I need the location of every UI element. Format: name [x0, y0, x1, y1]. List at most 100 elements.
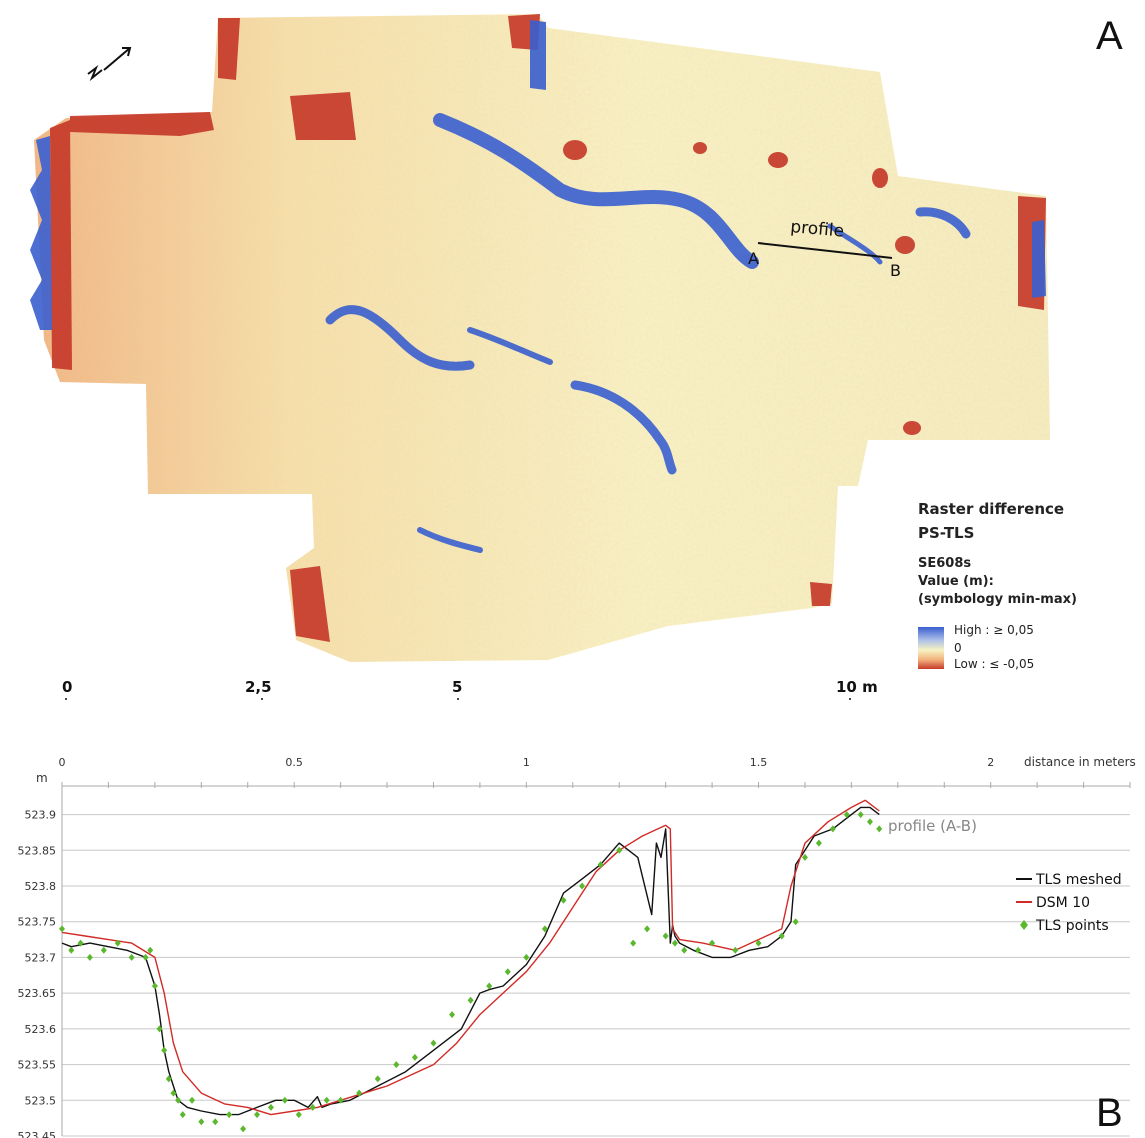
map-legend: Raster difference PS-TLS SE608s Value (m…	[918, 497, 1077, 671]
legend-symbology: (symbology min-max)	[918, 592, 1077, 607]
tls-point-marker	[226, 1111, 233, 1119]
tls-point-marker	[732, 946, 739, 954]
tls-point-marker	[857, 811, 864, 819]
y-tick-label: 523.8	[25, 880, 57, 893]
tls-point-marker	[356, 1089, 363, 1097]
panel-a-letter: A	[1096, 14, 1123, 58]
x-tick-label: 0	[59, 756, 66, 769]
y-tick-label: 523.7	[25, 951, 57, 964]
y-tick-label: 523.9	[25, 809, 57, 822]
tls-point-marker	[59, 925, 65, 933]
y-tick-label: 523.65	[18, 987, 57, 1000]
tls-point-marker	[267, 1103, 274, 1111]
dsm10-line	[61, 799, 880, 1116]
y-tick-label: 523.85	[18, 844, 57, 857]
tls-point-marker	[295, 1111, 302, 1119]
profile-start-label: A	[748, 249, 759, 268]
y-tick-label: 523.55	[18, 1059, 57, 1072]
y-axis-unit: m	[36, 771, 48, 785]
low-difference-areas	[50, 14, 1046, 642]
tls-point-marker	[170, 1089, 177, 1097]
legend-low: Low : ≤ -0,05	[954, 657, 1035, 671]
tls-point-marker	[630, 939, 637, 947]
tls-point-marker	[792, 918, 799, 926]
legend-value-label: Value (m):	[918, 574, 994, 589]
scale-label-5: 5	[452, 678, 462, 696]
tls-point-marker	[597, 861, 604, 869]
legend-layer: SE608s	[918, 556, 972, 571]
y-tick-label: 523.75	[18, 916, 57, 929]
legend-title-2: PS-TLS	[918, 524, 975, 542]
tls-point-marker	[281, 1096, 288, 1104]
tls-point-marker	[100, 946, 107, 954]
legend-dsm10: DSM 10	[1036, 895, 1090, 911]
tls-point-marker	[393, 1061, 400, 1069]
tls-point-marker	[560, 896, 567, 904]
tls-point-marker	[644, 925, 651, 933]
tls-point-marker	[151, 982, 158, 990]
tls-point-marker	[778, 932, 785, 940]
profile-end-label: B	[890, 261, 901, 280]
tls-point-marker	[161, 1046, 168, 1054]
scale-label-2-5: 2,5	[245, 678, 272, 696]
legend-zero: 0	[954, 641, 962, 655]
tls-point-marker	[374, 1075, 381, 1083]
profile-label: profile	[790, 217, 845, 242]
tls-point-marker	[829, 825, 836, 833]
tls-point-marker	[616, 846, 623, 854]
profile-annotation: profile (A-B)	[888, 817, 977, 835]
tls-point-marker	[815, 839, 822, 847]
tls-point-marker	[128, 953, 135, 961]
tls-point-marker	[755, 939, 762, 947]
legend-color-ramp	[918, 627, 944, 669]
tls-point-marker	[681, 946, 688, 954]
scale-bar: 0 2,5 5 10 m	[62, 678, 878, 700]
tls-point-marker	[411, 1053, 418, 1061]
tls-point-marker	[801, 853, 808, 861]
tls-point-marker	[876, 825, 883, 833]
tls-point-marker	[179, 1111, 186, 1119]
tls-point-marker	[523, 953, 530, 961]
scale-label-10m: 10 m	[836, 678, 878, 696]
tls-point-marker	[504, 968, 511, 976]
tls-point-marker	[467, 996, 474, 1004]
tls-point-marker	[198, 1118, 205, 1126]
raster-surface	[34, 14, 1050, 662]
tls-point-marker	[449, 1011, 456, 1019]
tls-point-marker	[86, 953, 93, 961]
tls-point-marker	[147, 946, 154, 954]
x-axis-label: distance in meters	[1024, 755, 1136, 769]
chart-axes: 523.45 523.5 523.55 523.6 523.65 523.7 523.75 5…	[18, 756, 1131, 1138]
tls-point-marker	[189, 1096, 196, 1104]
tls-point-marker	[309, 1103, 316, 1111]
x-tick-label: 1	[523, 756, 530, 769]
scale-label-0: 0	[62, 678, 72, 696]
tls-point-marker	[337, 1096, 344, 1104]
legend-title-1: Raster difference	[918, 500, 1065, 518]
chart-legend: TLS meshed DSM 10 TLS points	[1016, 872, 1122, 934]
tls-point-marker	[240, 1125, 247, 1133]
x-tick-label: 2	[987, 756, 994, 769]
tls-point-marker	[175, 1096, 182, 1104]
tls-point-marker	[165, 1075, 172, 1083]
tls-point-marker	[843, 811, 850, 819]
tls-point-marker	[77, 939, 84, 947]
tls-point-marker	[671, 939, 678, 947]
tls-point-marker	[212, 1118, 219, 1126]
tls-point-marker	[323, 1096, 330, 1104]
tls-point-marker	[430, 1039, 437, 1047]
north-arrow-icon	[87, 47, 132, 82]
tls-point-marker	[486, 982, 493, 990]
high-difference-areas	[30, 20, 1046, 553]
legend-tls-meshed: TLS meshed	[1035, 872, 1122, 888]
y-tick-label: 523.45	[18, 1130, 57, 1138]
panel-b-letter: B	[1096, 1091, 1123, 1135]
x-tick-label: 1.5	[750, 756, 768, 769]
tls-point-marker	[579, 882, 586, 890]
tls-point-marker	[114, 939, 121, 947]
profile-chart: 523.45 523.5 523.55 523.6 523.65 523.7 523.75 5…	[18, 755, 1136, 1138]
tls-point-marker	[662, 932, 669, 940]
tls-point-marker	[142, 953, 149, 961]
tls-point-marker	[254, 1111, 261, 1119]
y-tick-label: 523.5	[25, 1094, 57, 1107]
